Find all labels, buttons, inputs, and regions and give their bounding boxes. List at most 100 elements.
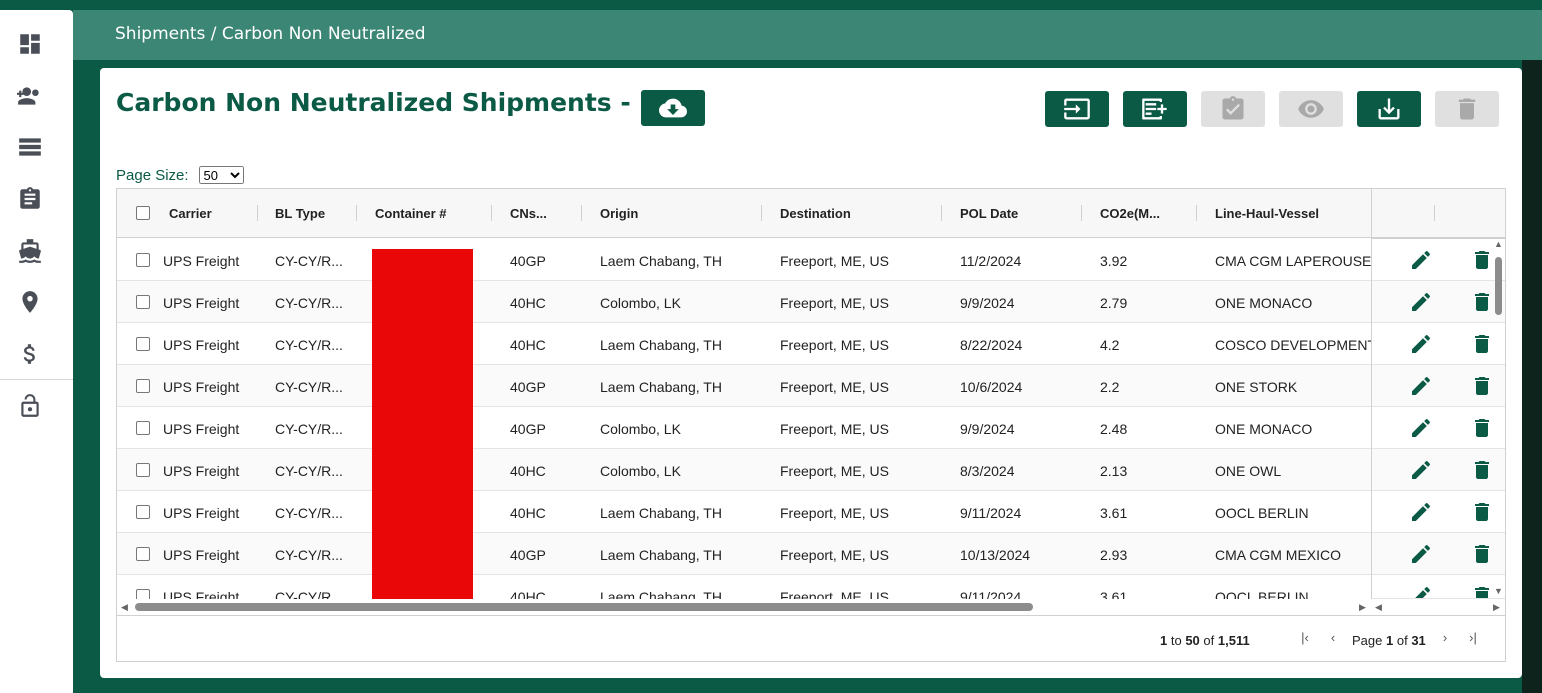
vertical-scrollbar[interactable]: ▲ ▼ xyxy=(1492,239,1504,599)
column-separator[interactable] xyxy=(356,205,357,221)
column-header-container[interactable]: Container # xyxy=(375,206,447,221)
row-checkbox[interactable] xyxy=(136,547,150,561)
column-separator[interactable] xyxy=(257,205,258,221)
column-header-carrier[interactable]: Carrier xyxy=(169,206,212,221)
cell-bl-type: CY-CY/R... xyxy=(275,295,343,311)
cell-bl-type: CY-CY/R... xyxy=(275,337,343,353)
column-header-destination[interactable]: Destination xyxy=(780,206,851,221)
table-row[interactable]: UPS Freight CY-CY/R... 40HC Colombo, LK … xyxy=(117,281,1371,323)
action-columns xyxy=(1371,189,1505,599)
select-all-checkbox[interactable] xyxy=(136,206,150,220)
list-icon[interactable] xyxy=(14,131,46,163)
pinned-scroll-right-arrow-icon[interactable]: ▶ xyxy=(1493,602,1500,612)
import-button[interactable] xyxy=(1045,91,1109,127)
cloud-download-button[interactable] xyxy=(641,90,705,126)
trash-icon[interactable] xyxy=(1470,542,1494,566)
scroll-down-arrow-icon[interactable]: ▼ xyxy=(1494,586,1503,596)
view-button[interactable] xyxy=(1279,91,1343,127)
trash-icon[interactable] xyxy=(1470,458,1494,482)
trash-icon[interactable] xyxy=(1470,332,1494,356)
trash-icon[interactable] xyxy=(1470,584,1494,598)
page-size-select[interactable]: 50 xyxy=(198,166,244,184)
horizontal-scroll-thumb[interactable] xyxy=(135,603,1033,611)
approve-button[interactable] xyxy=(1201,91,1265,127)
column-separator[interactable] xyxy=(1081,205,1082,221)
cell-bl-type: CY-CY/R... xyxy=(275,547,343,563)
row-checkbox[interactable] xyxy=(136,505,150,519)
clipboard-icon[interactable] xyxy=(14,183,46,215)
trash-icon[interactable] xyxy=(1470,374,1494,398)
column-header-vessel[interactable]: Line-Haul-Vessel xyxy=(1215,206,1320,221)
column-separator[interactable] xyxy=(1196,205,1197,221)
edit-icon[interactable] xyxy=(1409,374,1433,398)
edit-icon[interactable] xyxy=(1409,458,1433,482)
row-checkbox[interactable] xyxy=(136,421,150,435)
trash-icon[interactable] xyxy=(1470,248,1494,272)
add-user-icon[interactable] xyxy=(14,80,46,112)
pinned-scroll-left-arrow-icon[interactable]: ◀ xyxy=(1375,602,1382,612)
column-header-co2e[interactable]: CO2e(M... xyxy=(1100,206,1160,221)
pagination-bar: 1 to 50 of 1,511 |‹ ‹ Page 1 of 31 › ›| xyxy=(117,615,1505,661)
edit-icon[interactable] xyxy=(1409,332,1433,356)
cell-destination: Freeport, ME, US xyxy=(780,547,889,563)
column-header-cns[interactable]: CNs... xyxy=(510,206,547,221)
table-row[interactable]: UPS Freight CY-CY/R... 40HC Laem Chabang… xyxy=(117,323,1371,365)
table-row[interactable]: UPS Freight CY-CY/R... 40GP Laem Chabang… xyxy=(117,239,1371,281)
row-checkbox[interactable] xyxy=(136,253,150,267)
ship-icon[interactable] xyxy=(14,235,46,267)
column-separator[interactable] xyxy=(941,205,942,221)
cell-origin: Colombo, LK xyxy=(600,421,681,437)
previous-page-icon[interactable]: ‹ xyxy=(1330,630,1336,645)
edit-icon[interactable] xyxy=(1409,290,1433,314)
column-header-origin[interactable]: Origin xyxy=(600,206,639,221)
trash-icon[interactable] xyxy=(1470,500,1494,524)
edit-icon[interactable] xyxy=(1409,416,1433,440)
edit-icon[interactable] xyxy=(1409,500,1433,524)
cell-pol-date: 10/6/2024 xyxy=(960,379,1023,395)
table-row[interactable]: UPS Freight CY-CY/R... 40GP Laem Chabang… xyxy=(117,533,1371,575)
cell-origin: Laem Chabang, TH xyxy=(600,547,722,563)
add-note-button[interactable] xyxy=(1123,91,1187,127)
column-header-pol-date[interactable]: POL Date xyxy=(960,206,1019,221)
dollar-icon[interactable] xyxy=(14,338,46,370)
cell-bl-type: CY-CY/R... xyxy=(275,379,343,395)
column-separator[interactable] xyxy=(491,205,492,221)
scroll-right-arrow-icon[interactable]: ▶ xyxy=(1359,602,1366,612)
first-page-icon[interactable]: |‹ xyxy=(1301,630,1309,645)
column-separator[interactable] xyxy=(581,205,582,221)
scroll-up-arrow-icon[interactable]: ▲ xyxy=(1494,239,1503,249)
trash-icon[interactable] xyxy=(1470,416,1494,440)
column-separator[interactable] xyxy=(1434,205,1435,221)
row-checkbox[interactable] xyxy=(136,379,150,393)
row-checkbox[interactable] xyxy=(136,337,150,351)
row-checkbox[interactable] xyxy=(136,589,150,599)
cell-pol-date: 10/13/2024 xyxy=(960,547,1031,563)
table-row[interactable]: UPS Freight CY-CY/R... 40HC Laem Chabang… xyxy=(117,491,1371,533)
dashboard-icon[interactable] xyxy=(14,28,46,60)
horizontal-scrollbar[interactable]: ◀ ▶ ◀ ▶ xyxy=(117,599,1505,615)
cell-co2e: 2.79 xyxy=(1100,295,1128,311)
next-page-icon[interactable]: › xyxy=(1442,630,1448,645)
edit-icon[interactable] xyxy=(1409,542,1433,566)
last-page-icon[interactable]: ›| xyxy=(1469,630,1477,645)
grid-body: UPS Freight CY-CY/R... 40GP Laem Chabang… xyxy=(117,239,1371,599)
location-icon[interactable] xyxy=(14,286,46,318)
cell-carrier: UPS Freight xyxy=(163,295,240,311)
delete-button[interactable] xyxy=(1435,91,1499,127)
download-button[interactable] xyxy=(1357,91,1421,127)
lock-icon[interactable] xyxy=(14,390,46,422)
table-row[interactable]: UPS Freight CY-CY/R 40HC Laem Chabang, T… xyxy=(117,575,1371,599)
column-header-bl-type[interactable]: BL Type xyxy=(275,206,326,221)
vertical-scroll-thumb[interactable] xyxy=(1495,257,1502,315)
scroll-left-arrow-icon[interactable]: ◀ xyxy=(121,602,128,612)
table-row[interactable]: UPS Freight CY-CY/R... 40GP Colombo, LK … xyxy=(117,407,1371,449)
trash-icon[interactable] xyxy=(1470,290,1494,314)
edit-icon[interactable] xyxy=(1409,584,1433,598)
eye-icon xyxy=(1298,100,1324,118)
edit-icon[interactable] xyxy=(1409,248,1433,272)
column-separator[interactable] xyxy=(761,205,762,221)
row-checkbox[interactable] xyxy=(136,295,150,309)
table-row[interactable]: UPS Freight CY-CY/R... 40GP Laem Chabang… xyxy=(117,365,1371,407)
row-checkbox[interactable] xyxy=(136,463,150,477)
table-row[interactable]: UPS Freight CY-CY/R... 40HC Colombo, LK … xyxy=(117,449,1371,491)
